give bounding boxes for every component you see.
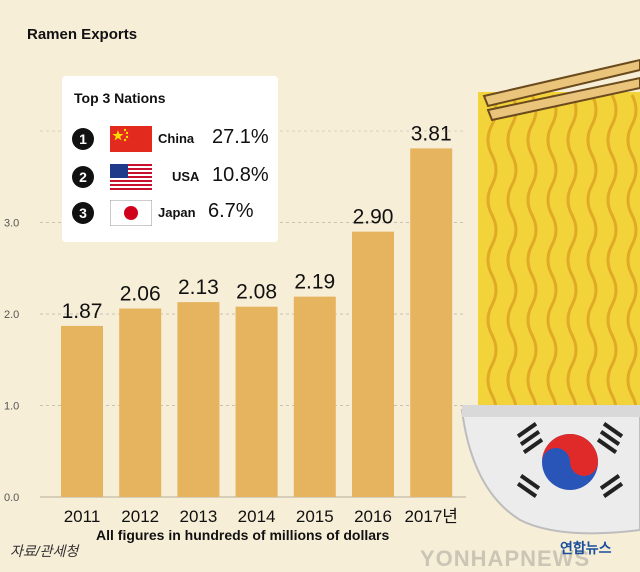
source-credit: 자료/관세청 (10, 543, 79, 559)
x-tick-label: 2016 (354, 507, 392, 526)
rank-badge: 2 (72, 166, 94, 188)
bar-value-label: 2.90 (353, 206, 394, 229)
units-note: All figures in hundreds of millions of d… (96, 527, 390, 543)
y-tick-label: 1.0 (4, 401, 19, 413)
brand-logo: 연합뉴스 (560, 540, 612, 556)
bar-2014 (235, 306, 278, 497)
x-tick-label: 2012 (121, 507, 159, 526)
x-tick-label: 2013 (179, 507, 217, 526)
x-tick-label: 2011 (64, 507, 101, 526)
china-flag-icon (110, 126, 152, 152)
legend-share: 10.8% (212, 164, 269, 186)
legend-country: Japan (158, 205, 196, 220)
ramen-bowl-illustration (460, 58, 640, 535)
bar-value-label: 2.08 (236, 281, 277, 304)
watermark: YONHAPNEWS (420, 546, 591, 571)
legend-share: 27.1% (212, 126, 269, 148)
y-tick-label: 2.0 (4, 309, 19, 321)
chopsticks-icon (482, 58, 640, 122)
x-tick-label: 2015 (296, 507, 334, 526)
legend-country: USA (172, 169, 200, 184)
japan-flag-icon (110, 200, 152, 226)
x-tick-label: 2014 (238, 507, 276, 526)
y-tick-label: 3.0 (4, 218, 19, 230)
noodle-waves (486, 94, 638, 426)
rank-badge: 1 (72, 128, 94, 150)
bar-2017년 (410, 148, 453, 497)
bar-2015 (293, 296, 336, 497)
labels: 1.87 2011 2.06 2012 2.13 2013 2.08 2014 2.19 2015… (62, 122, 458, 526)
legend-row-usa: 2 USA 10.8% (72, 162, 272, 192)
rank-badge: 3 (72, 202, 94, 224)
legend-box: Top 3 Nations 1 China 27.1% 2 USA 10.8% (62, 76, 278, 242)
bar-2016 (352, 231, 394, 497)
bar-value-label: 3.81 (411, 122, 452, 145)
legend-share: 6.7% (208, 200, 254, 222)
x-tick-label: 2017년 (404, 507, 457, 526)
legend-title: Top 3 Nations (74, 90, 166, 106)
bar-value-label: 2.06 (120, 283, 161, 306)
legend-row-china: 1 China 27.1% (72, 124, 272, 154)
bar-value-label: 2.13 (178, 276, 219, 299)
usa-flag-icon (110, 164, 152, 190)
bar-2013 (177, 302, 220, 497)
y-tick-label: 0.0 (4, 492, 19, 504)
taegeuk-emblem-icon (516, 422, 624, 498)
noodle-block (478, 92, 640, 422)
bar-2011 (61, 325, 103, 497)
bowl-rim (462, 405, 640, 417)
bars (61, 148, 453, 497)
legend-country: China (158, 131, 195, 146)
bar-value-label: 2.19 (294, 271, 335, 294)
legend-row-japan: 3 Japan 6.7% (72, 198, 272, 228)
chart-title: Ramen Exports (27, 26, 138, 43)
bar-2012 (119, 308, 162, 497)
bar-value-label: 1.87 (62, 300, 103, 323)
